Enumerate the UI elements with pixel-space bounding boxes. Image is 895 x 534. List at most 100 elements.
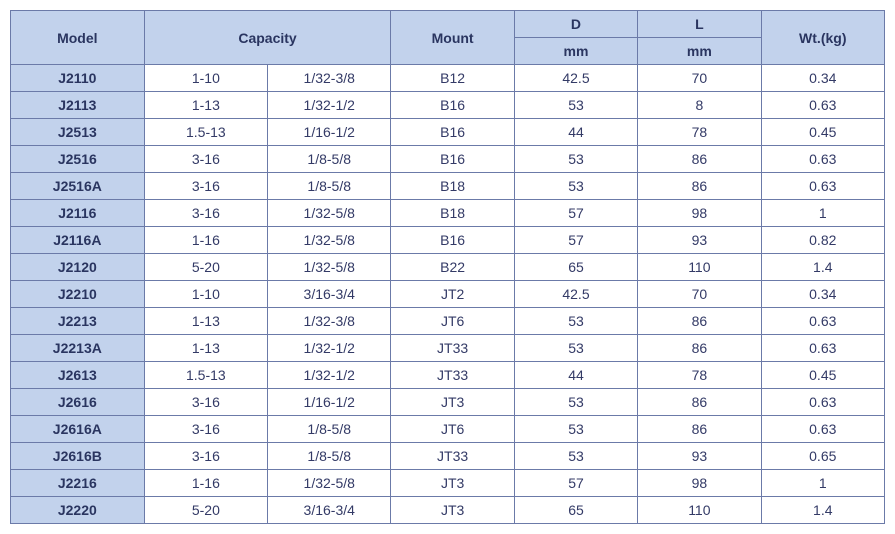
cell-model: J2516: [11, 146, 145, 173]
cell-d: 53: [514, 173, 637, 200]
cell-capacity-mm: 1-13: [144, 335, 267, 362]
cell-l: 78: [638, 362, 761, 389]
cell-l: 86: [638, 173, 761, 200]
cell-d: 44: [514, 362, 637, 389]
cell-mount: B18: [391, 200, 514, 227]
cell-l: 93: [638, 227, 761, 254]
cell-mount: JT33: [391, 362, 514, 389]
cell-l: 70: [638, 65, 761, 92]
cell-d: 57: [514, 227, 637, 254]
cell-mount: JT3: [391, 497, 514, 524]
header-l: L: [638, 11, 761, 38]
cell-capacity-mm: 3-16: [144, 146, 267, 173]
cell-l: 86: [638, 308, 761, 335]
table-row: J21131-131/32-1/2B165380.63: [11, 92, 885, 119]
cell-capacity-mm: 3-16: [144, 416, 267, 443]
cell-mount: JT33: [391, 335, 514, 362]
table-row: J26131.5-131/32-1/2JT3344780.45: [11, 362, 885, 389]
cell-l: 86: [638, 389, 761, 416]
cell-wt: 0.63: [761, 173, 884, 200]
cell-capacity-inch: 1/32-3/8: [268, 65, 391, 92]
table-row: J2516A3-161/8-5/8B1853860.63: [11, 173, 885, 200]
cell-model: J2213: [11, 308, 145, 335]
cell-wt: 0.63: [761, 389, 884, 416]
table-row: J2616A3-161/8-5/8JT653860.63: [11, 416, 885, 443]
cell-l: 86: [638, 146, 761, 173]
cell-wt: 1.4: [761, 254, 884, 281]
cell-mount: B18: [391, 173, 514, 200]
cell-capacity-inch: 1/32-1/2: [268, 362, 391, 389]
cell-wt: 0.34: [761, 281, 884, 308]
cell-model: J2613: [11, 362, 145, 389]
cell-wt: 0.45: [761, 119, 884, 146]
cell-capacity-inch: 1/32-5/8: [268, 200, 391, 227]
table-row: J2616B3-161/8-5/8JT3353930.65: [11, 443, 885, 470]
cell-wt: 0.63: [761, 146, 884, 173]
header-model: Model: [11, 11, 145, 65]
cell-capacity-inch: 1/16-1/2: [268, 389, 391, 416]
cell-model: J2120: [11, 254, 145, 281]
cell-wt: 1: [761, 200, 884, 227]
cell-capacity-inch: 3/16-3/4: [268, 281, 391, 308]
cell-d: 53: [514, 335, 637, 362]
cell-wt: 0.34: [761, 65, 884, 92]
cell-l: 86: [638, 416, 761, 443]
cell-capacity-inch: 1/8-5/8: [268, 443, 391, 470]
cell-l: 93: [638, 443, 761, 470]
table-header: Model Capacity Mount D L Wt.(kg) mm mm: [11, 11, 885, 65]
cell-wt: 0.82: [761, 227, 884, 254]
table-row: J22131-131/32-3/8JT653860.63: [11, 308, 885, 335]
cell-model: J2220: [11, 497, 145, 524]
cell-mount: JT2: [391, 281, 514, 308]
table-body: J21101-101/32-3/8B1242.5700.34J21131-131…: [11, 65, 885, 524]
cell-capacity-inch: 1/8-5/8: [268, 146, 391, 173]
cell-capacity-mm: 1-13: [144, 308, 267, 335]
cell-model: J2216: [11, 470, 145, 497]
cell-capacity-inch: 3/16-3/4: [268, 497, 391, 524]
cell-l: 110: [638, 497, 761, 524]
cell-capacity-mm: 1.5-13: [144, 362, 267, 389]
cell-model: J2113: [11, 92, 145, 119]
cell-mount: JT6: [391, 416, 514, 443]
cell-l: 86: [638, 335, 761, 362]
cell-wt: 0.63: [761, 416, 884, 443]
cell-model: J2213A: [11, 335, 145, 362]
cell-l: 78: [638, 119, 761, 146]
cell-capacity-inch: 1/16-1/2: [268, 119, 391, 146]
cell-model: J2210: [11, 281, 145, 308]
cell-capacity-mm: 1-10: [144, 281, 267, 308]
cell-d: 57: [514, 200, 637, 227]
cell-d: 57: [514, 470, 637, 497]
cell-capacity-mm: 1.5-13: [144, 119, 267, 146]
cell-wt: 0.63: [761, 308, 884, 335]
cell-mount: JT6: [391, 308, 514, 335]
table-row: J26163-161/16-1/2JT353860.63: [11, 389, 885, 416]
cell-capacity-inch: 1/32-5/8: [268, 227, 391, 254]
cell-model: J2616: [11, 389, 145, 416]
cell-mount: JT3: [391, 470, 514, 497]
cell-wt: 0.63: [761, 92, 884, 119]
cell-l: 110: [638, 254, 761, 281]
cell-capacity-mm: 5-20: [144, 497, 267, 524]
cell-capacity-inch: 1/8-5/8: [268, 173, 391, 200]
cell-capacity-mm: 1-16: [144, 227, 267, 254]
header-wt: Wt.(kg): [761, 11, 884, 65]
cell-mount: B12: [391, 65, 514, 92]
table-row: J22205-203/16-3/4JT3651101.4: [11, 497, 885, 524]
table-row: J22161-161/32-5/8JT357981: [11, 470, 885, 497]
cell-l: 98: [638, 470, 761, 497]
cell-capacity-mm: 1-13: [144, 92, 267, 119]
cell-capacity-inch: 1/32-1/2: [268, 92, 391, 119]
cell-mount: B22: [391, 254, 514, 281]
cell-d: 53: [514, 443, 637, 470]
cell-model: J2616A: [11, 416, 145, 443]
cell-d: 65: [514, 497, 637, 524]
cell-capacity-inch: 1/32-1/2: [268, 335, 391, 362]
cell-capacity-mm: 3-16: [144, 389, 267, 416]
cell-model: J2116: [11, 200, 145, 227]
cell-model: J2513: [11, 119, 145, 146]
cell-capacity-mm: 3-16: [144, 173, 267, 200]
cell-model: J2616B: [11, 443, 145, 470]
cell-d: 65: [514, 254, 637, 281]
header-mount: Mount: [391, 11, 514, 65]
